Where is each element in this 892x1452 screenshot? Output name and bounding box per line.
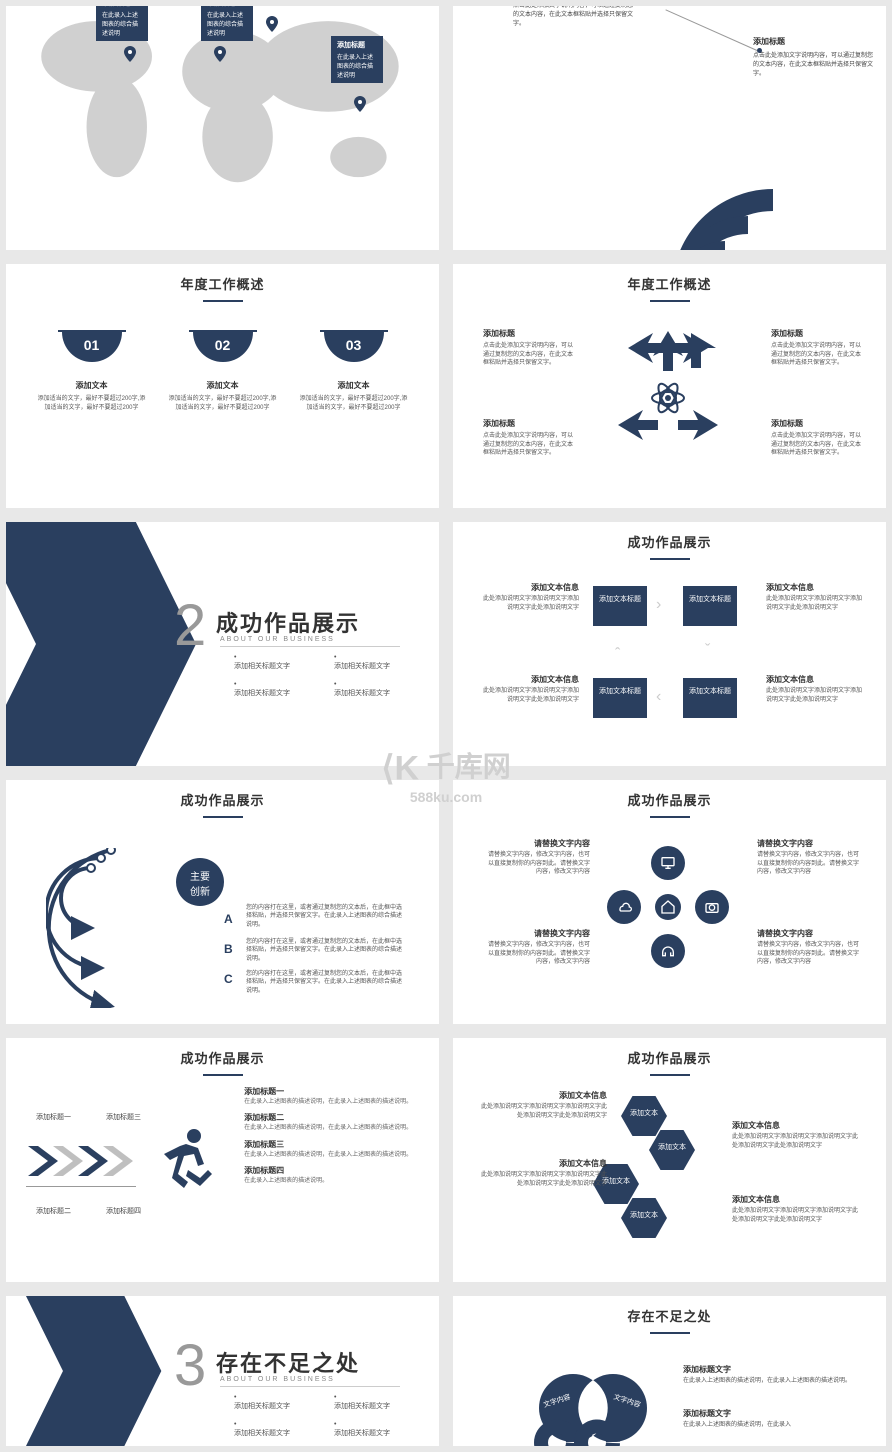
flow-box: 添加文本标题 <box>593 678 647 718</box>
map-callout: 添加标题在此录入上述图表的综合描述说明 <box>331 36 383 83</box>
section-subtitle: ABOUT OUR BUSINESS <box>220 636 335 643</box>
chevron-down-icon: ˇ <box>705 642 710 660</box>
hexagon: 添加文本 <box>621 1198 667 1238</box>
slide-map: 添加标题在此录入上述图表的综合描述说明 添加标题在此录入上述图表的综合描述说明 … <box>6 6 439 250</box>
text-block: 添加标题点击此处添加文字说明内容，可以通过复制您的文本内容，在此文本框粘贴并选择… <box>771 418 866 457</box>
map-pin-icon <box>214 46 226 62</box>
text-block: 添加文本信息此处添加说明文字添加说明文字添加说明文字此处添加说明文字 <box>479 582 579 612</box>
slide-heading: 存在不足之处 <box>453 1296 886 1329</box>
letter-label: C <box>224 972 233 986</box>
letter-label: B <box>224 942 233 956</box>
connector-line <box>665 9 757 51</box>
text-block: 添加文本信息此处添加说明文字添加说明文字添加说明文字此处添加说明文字此处添加说明… <box>732 1194 862 1224</box>
flow-box: 添加文本标题 <box>683 586 737 626</box>
section-subtitle: ABOUT OUR BUSINESS <box>220 1376 335 1383</box>
slide-heading: 成功作品展示 <box>453 522 886 555</box>
headphones-icon <box>651 934 685 968</box>
map-callout: 添加标题在此录入上述图表的综合描述说明 <box>201 6 253 41</box>
map-pin-icon <box>124 46 136 62</box>
text-block: 添加文本信息此处添加说明文字添加说明文字添加说明文字此处添加说明文字此处添加说明… <box>477 1090 607 1120</box>
num-item: 02添加文本添加适当的文字，最好不要超过200字,添加适当的文字，最好不要超过2… <box>168 332 278 413</box>
flow-box: 添加文本标题 <box>683 678 737 718</box>
slide-heading: 成功作品展示 <box>453 1038 886 1071</box>
chevron-label: 添加标题四 <box>106 1206 141 1216</box>
text-block: 您的内容打在这里，或者通过复制您的文本后，在此框中选择粘贴，并选择只保留文字。在… <box>246 904 406 929</box>
text-block: 请替换文字内容请替换文字内容，修改文字内容，也可以直接复制你的内容到此。请替换文… <box>757 928 862 966</box>
slide-heading: 年度工作概述 <box>453 264 886 297</box>
slide-heading: 成功作品展示 <box>6 780 439 813</box>
cloud-icon <box>607 890 641 924</box>
list-item: 添加标题一在此录入上述图表的描述说明，在此录入上述图表的描述说明。 <box>244 1086 429 1106</box>
text-block: 添加标题点击此处添加文字说明内容，可以通过复制您的文本内容，在此文本框粘贴并选择… <box>483 418 578 457</box>
text-block: 添加文本信息此处添加说明文字添加说明文字添加说明文字此处添加说明文字此处添加说明… <box>732 1120 862 1150</box>
chevron-label: 添加标题二 <box>36 1206 71 1216</box>
text-block: 添加文本信息此处添加说明文字添加说明文字添加说明文字此处添加说明文字 <box>766 674 866 704</box>
slide-section-3: 3 存在不足之处 ABOUT OUR BUSINESS • 添加相关标题文字• … <box>6 1296 439 1446</box>
slide-circle-icons: 成功作品展示 请替换文字内容请替换文字内容，修改文字内容，也可以直接复制你的内容… <box>453 780 886 1024</box>
arc-chart-icon <box>583 90 783 250</box>
chevron-label: 添加标题三 <box>106 1112 141 1122</box>
flow-box: 添加文本标题 <box>593 586 647 626</box>
home-icon <box>655 894 681 920</box>
divider <box>26 1186 136 1187</box>
text-block: 请替换文字内容请替换文字内容，修改文字内容，也可以直接复制你的内容到此。请替换文… <box>485 838 590 876</box>
chevrons-icon <box>28 1136 158 1186</box>
dot-icon <box>757 48 762 53</box>
chevron-right-icon: › <box>656 596 661 614</box>
chevron-up-icon: ˆ <box>615 646 620 664</box>
slide-heading: 年度工作概述 <box>6 264 439 297</box>
text-block: 请替换文字内容请替换文字内容，修改文字内容，也可以直接复制你的内容到此。请替换文… <box>485 928 590 966</box>
section-title: 成功作品展示 <box>216 606 360 638</box>
monitor-icon <box>651 846 685 880</box>
text-block: 添加文本信息此处添加说明文字添加说明文字添加说明文字此处添加说明文字 <box>479 674 579 704</box>
slide-heading: 成功作品展示 <box>6 1038 439 1071</box>
slide-overlap: 存在不足之处 文字内容 文字内容 添加标题文字在此录入上述图表的描述说明，在此录… <box>453 1296 886 1446</box>
badge: 主要创新 <box>176 858 224 906</box>
slide-section-2: 2 成功作品展示 ABOUT OUR BUSINESS • 添加相关标题文字• … <box>6 522 439 766</box>
chevron-left-icon: ‹ <box>656 688 661 706</box>
chevron-label: 添加标题一 <box>36 1112 71 1122</box>
list-item: 添加标题四在此录入上述图表的描述说明。 <box>244 1165 429 1185</box>
text-block: 添加文本信息此处添加说明文字添加说明文字添加说明文字此处添加说明文字此处添加说明… <box>477 1158 607 1188</box>
slide-numbered: 年度工作概述 01添加文本添加适当的文字，最好不要超过200字,添加适当的文字，… <box>6 264 439 508</box>
text-block: 您的内容打在这里，或者通过复制您的文本后，在此框中选择粘贴，并选择只保留文字。在… <box>246 938 406 963</box>
text-block: 添加标题文字在此录入上述图表的描述说明，在此录入 <box>683 1408 853 1430</box>
camera-icon <box>695 890 729 924</box>
slide-arrows: 年度工作概述 添加标题点击此处添加文字说明内容，可以通过复制您的文本内容，在此文… <box>453 264 886 508</box>
text-block: 添加标题点击此处添加文字说明内容，可以通过复制您的文本内容，在此文本框粘贴并选择… <box>483 328 578 367</box>
text-block: 添加标题点击此处添加文字说明内容，可以通过复制您的文本内容，在此文本框粘贴并选择… <box>771 328 866 367</box>
bullets: • 添加相关标题文字• 添加相关标题文字 • 添加相关标题文字• 添加相关标题文… <box>234 654 439 708</box>
map-pin-icon <box>266 16 278 32</box>
text-block: 添加标题文字在此录入上述图表的描述说明，在此录入上述图表的描述说明。 <box>683 1364 853 1386</box>
num-item: 01添加文本添加适当的文字，最好不要超过200字,添加适当的文字，最好不要超过2… <box>37 332 147 413</box>
slide-arcs: 添加标题点击此处添加文字说明内容，可以通过复制您的文本内容，在此文本框粘贴并选择… <box>453 6 886 250</box>
runner-icon <box>156 1126 216 1196</box>
arrows-icon <box>598 328 738 468</box>
slide-radiating: 成功作品展示 主要创新 A B C 您的内容打在这里，或者通过复制您的文本后，在… <box>6 780 439 1024</box>
list-item: 添加标题二在此录入上述图表的描述说明，在此录入上述图表的描述说明。 <box>244 1112 429 1132</box>
text-block: 添加标题点击此处添加文字说明内容，可以通过复制您的文本内容，在此文本框粘贴并选择… <box>513 6 633 27</box>
section-title: 存在不足之处 <box>216 1346 360 1378</box>
text-block: 添加标题点击此处添加文字说明内容，可以通过复制您的文本内容，在此文本框粘贴并选择… <box>753 36 873 77</box>
text-block: 您的内容打在这里，或者通过复制您的文本后，在此框中选择粘贴，并选择只保留文字。在… <box>246 970 406 995</box>
map-callout: 添加标题在此录入上述图表的综合描述说明 <box>96 6 148 41</box>
hexagon: 添加文本 <box>621 1096 667 1136</box>
slide-runner: 成功作品展示 添加标题一 添加标题三 添加标题二 添加标题四 添加标题一在此录入… <box>6 1038 439 1282</box>
section-number: 3 <box>174 1332 206 1399</box>
text-block: 添加文本信息此处添加说明文字添加说明文字添加说明文字此处添加说明文字 <box>766 582 866 612</box>
section-number: 2 <box>174 592 206 659</box>
slide-heading: 成功作品展示 <box>453 780 886 813</box>
list-item: 添加标题三在此录入上述图表的描述说明，在此录入上述图表的描述说明。 <box>244 1139 429 1159</box>
text-block: 请替换文字内容请替换文字内容，修改文字内容，也可以直接复制你的内容到此。请替换文… <box>757 838 862 876</box>
hexagon: 添加文本 <box>649 1130 695 1170</box>
slide-hex: 成功作品展示 添加文本 添加文本 添加文本 添加文本 添加文本信息此处添加说明文… <box>453 1038 886 1282</box>
num-item: 03添加文本添加适当的文字，最好不要超过200字,添加适当的文字，最好不要超过2… <box>299 332 409 413</box>
map-pin-icon <box>354 96 366 112</box>
slide-flow: 成功作品展示 添加文本标题 添加文本标题 添加文本标题 添加文本标题 › ˆ ˇ… <box>453 522 886 766</box>
bullets: • 添加相关标题文字• 添加相关标题文字 • 添加相关标题文字• 添加相关标题文… <box>234 1394 439 1446</box>
letter-label: A <box>224 912 233 926</box>
